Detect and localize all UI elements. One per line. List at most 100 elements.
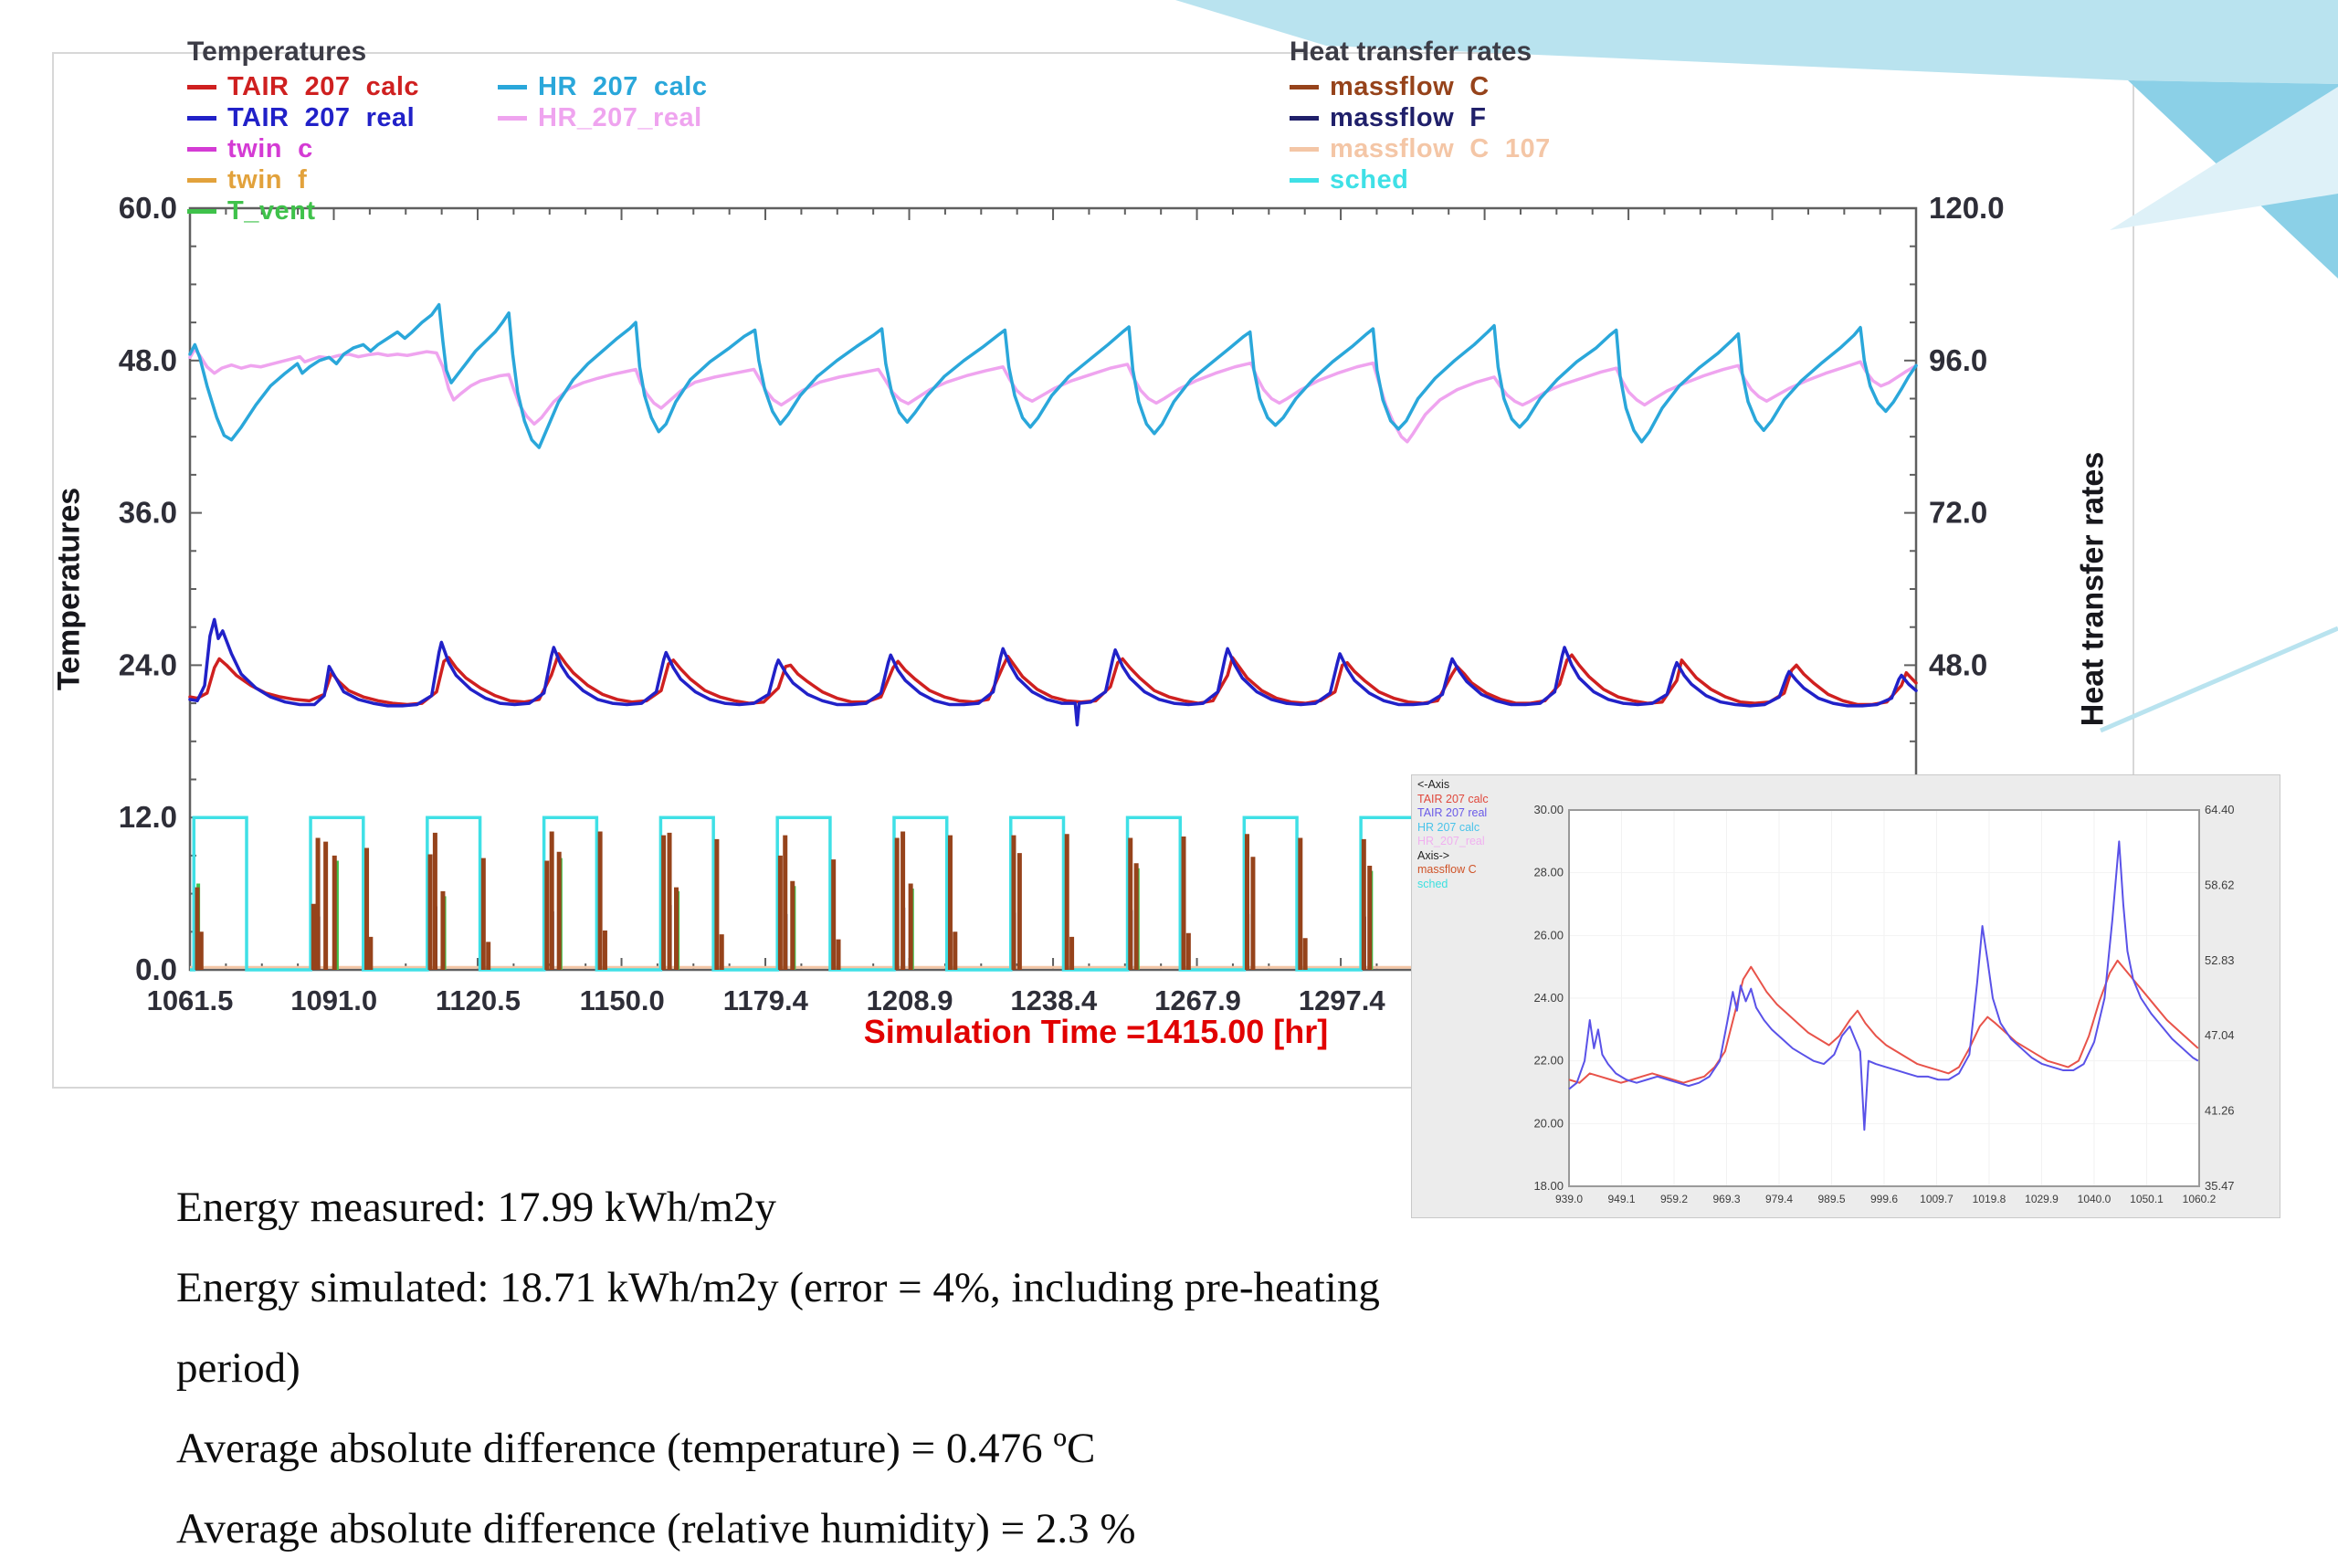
summary-line-energy-simulated: Energy simulated: 18.71 kWh/m2y (error =… (176, 1264, 1380, 1311)
summary-line-temp-difference: Average absolute difference (temperature… (176, 1425, 1096, 1472)
legend-item-label: HR 207 calc (538, 71, 708, 101)
inset-right-tick-label: 47.04 (2205, 1028, 2235, 1042)
inset-left-tick-label: 20.00 (1533, 1116, 1564, 1130)
legend-item-label: TAIR 207 real (227, 102, 416, 132)
left-axis-tick-label: 60.0 (119, 191, 177, 225)
inset-left-tick-label: 30.00 (1533, 803, 1564, 816)
inset-x-tick-label: 949.1 (1607, 1193, 1635, 1205)
inset-legend-item: <-Axis (1417, 778, 1450, 791)
summary-line-energy-measured: Energy measured: 17.99 kWh/m2y (176, 1184, 776, 1231)
inset-x-tick-label: 1019.8 (1973, 1193, 2006, 1205)
legend-hr: HR 207 calc HR_207_real (498, 71, 707, 133)
inset-chart-panel: 30.00 28.00 26.00 24.00 22.00 20.00 18.00 64.40… (1411, 774, 2280, 1218)
inset-x-tick-label: 969.3 (1712, 1193, 1740, 1205)
legend-item: TAIR 207 real (187, 102, 419, 133)
inset-x-tick-label: 1029.9 (2025, 1193, 2059, 1205)
inset-chart: 30.00 28.00 26.00 24.00 22.00 20.00 18.00 64.40… (1533, 803, 2235, 1205)
inset-legend-item: massflow C (1417, 863, 1477, 876)
x-axis-tick-label: 1297.4 (1299, 984, 1386, 1016)
legend-item-label: TAIR 207 calc (227, 71, 420, 101)
legend-temperatures-rows: TAIR 207 calc TAIR 207 real twin c twin f T_… (187, 71, 419, 226)
x-axis-tick-label: 1120.5 (436, 984, 521, 1016)
x-axis-tick-label: 1267.9 (1154, 984, 1241, 1016)
inset-left-tick-label: 26.00 (1533, 928, 1564, 942)
inset-legend-item: sched (1417, 877, 1448, 890)
left-axis-tick-label: 0.0 (135, 952, 177, 986)
legend-item: massflow F (1290, 102, 1551, 133)
x-axis-tick-label: 1179.4 (723, 984, 809, 1016)
legend-item-label: massflow C (1330, 71, 1490, 101)
legend-temperatures-title: Temperatures (187, 37, 367, 67)
legend-item-label: massflow F (1330, 102, 1487, 132)
left-axis-title: Temperatures (51, 487, 87, 691)
tair-207-real-series (188, 617, 1918, 727)
legend-line-swatch (187, 146, 216, 152)
inset-right-tick-label: 52.83 (2205, 953, 2235, 967)
inset-legend: <-Axis TAIR 207 calc TAIR 207 real HR 207 c… (1417, 778, 1489, 891)
x-axis-tick-label: 1061.5 (147, 984, 234, 1016)
inset-left-tick-label: 24.00 (1533, 991, 1564, 1005)
inset-x-tick-label: 1060.2 (2183, 1193, 2217, 1205)
inset-legend-item: HR_207_real (1417, 835, 1485, 847)
inset-x-tick-label: 959.2 (1660, 1193, 1688, 1205)
inset-legend-item: Axis-> (1417, 848, 1450, 862)
hr-207-calc-series (188, 302, 1918, 449)
legend-line-swatch (187, 177, 216, 183)
simulation-time-caption: Simulation Time =1415.00 [hr] (863, 1013, 1329, 1050)
legend-line-swatch (1290, 146, 1319, 152)
x-axis-tick-label: 1238.4 (1010, 984, 1098, 1016)
right-axis-tick-label: 120.0 (1929, 191, 2005, 225)
tair-207-calc-series (188, 652, 1918, 707)
legend-line-swatch (1290, 177, 1319, 183)
legend-item-label: T_vent (227, 195, 316, 226)
left-axis-tick-label: 36.0 (119, 496, 177, 530)
legend-heat-transfer-title: Heat transfer rates (1290, 37, 1532, 67)
right-axis-tick-label: 72.0 (1929, 496, 1987, 530)
legend-item: twin f (187, 164, 419, 195)
legend-hr-rows: HR 207 calc HR_207_real (498, 71, 707, 133)
inset-x-tick-label: 1040.0 (2078, 1193, 2112, 1205)
right-axis-tick-label: 96.0 (1929, 343, 1987, 377)
right-axis-title: Heat transfer rates (2075, 451, 2111, 727)
legend-line-swatch (187, 84, 216, 89)
summary-line-humidity-difference: Average absolute difference (relative hu… (176, 1505, 1136, 1552)
legend-item: twin c (187, 133, 419, 164)
x-axis-tick-label: 1208.9 (867, 984, 953, 1016)
massflow-c-series (195, 831, 1425, 970)
x-axis-tick-label: 1091.0 (290, 984, 377, 1016)
massflow-f-series (317, 905, 1366, 970)
inset-legend-item: TAIR 207 calc (1417, 792, 1489, 805)
inset-right-tick-label: 58.62 (2205, 878, 2235, 891)
legend-item: massflow C 107 (1290, 133, 1551, 164)
legend-line-swatch (187, 208, 216, 214)
summary-text: Energy measured: 17.99 kWh/m2y Energy si… (176, 1167, 2295, 1568)
inset-x-tick-label: 979.4 (1765, 1193, 1793, 1205)
legend-item: massflow C (1290, 71, 1551, 102)
inset-legend-item: HR 207 calc (1417, 820, 1480, 834)
legend-line-swatch (1290, 84, 1319, 89)
left-axis-tick-label: 48.0 (119, 343, 177, 377)
inset-left-tick-label: 22.00 (1533, 1054, 1564, 1068)
inset-x-tick-label: 999.6 (1870, 1193, 1898, 1205)
inset-right-tick-label: 64.40 (2205, 803, 2235, 816)
legend-item-label: massflow C 107 (1330, 133, 1551, 163)
inset-legend-item: TAIR 207 real (1417, 806, 1488, 819)
inset-x-tick-label: 989.5 (1817, 1193, 1845, 1205)
legend-item: sched (1290, 164, 1551, 195)
summary-line-period: period) (176, 1344, 300, 1392)
left-axis-tick-label: 12.0 (119, 800, 177, 834)
inset-tair-207-real-series (1568, 840, 2199, 1131)
legend-item-label: sched (1330, 164, 1409, 195)
inset-tair-207-calc-series (1568, 959, 2199, 1084)
legend-item: HR_207_real (498, 102, 707, 133)
inset-right-tick-label: 35.47 (2205, 1179, 2235, 1193)
legend-item: T_vent (187, 195, 419, 226)
inset-x-tick-label: 939.0 (1555, 1193, 1583, 1205)
inset-plot-frame (1568, 809, 2200, 1187)
legend-line-swatch (498, 84, 527, 89)
right-axis-tick-label: 48.0 (1929, 647, 1987, 681)
x-axis-tick-label: 1150.0 (580, 984, 665, 1016)
left-axis-tick-label: 24.0 (119, 647, 177, 681)
